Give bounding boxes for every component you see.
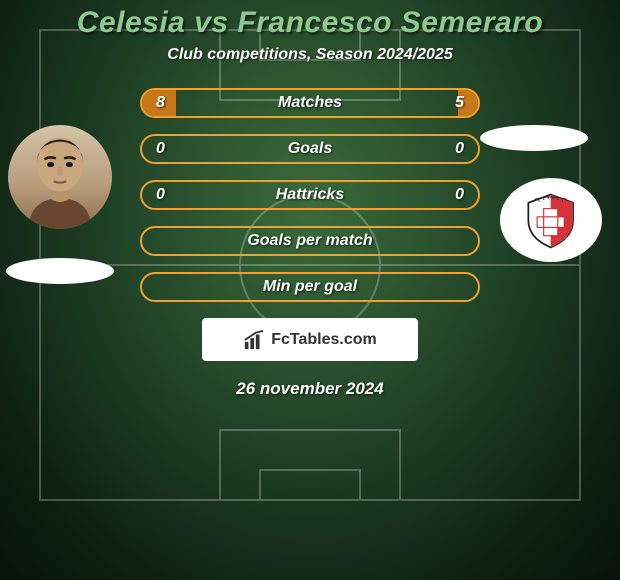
stat-value-left: 8 <box>156 94 165 112</box>
stat-label: Min per goal <box>263 278 357 296</box>
stat-row: Goals per match <box>140 226 480 256</box>
chart-icon <box>243 329 265 351</box>
player-silhouette-icon <box>8 125 112 229</box>
player-right-badge <box>500 178 602 262</box>
player-left-avatar <box>8 125 112 229</box>
stats-container: 8 5 Matches 0 0 Goals 0 0 Hattricks Goals per mat… <box>140 88 480 302</box>
subtitle: Club competitions, Season 2024/2025 <box>0 46 620 64</box>
stat-value-right: 0 <box>455 186 464 204</box>
stat-row: 0 0 Hattricks <box>140 180 480 210</box>
stat-row: 0 0 Goals <box>140 134 480 164</box>
fctables-logo[interactable]: FcTables.com <box>202 318 418 361</box>
stat-row: Min per goal <box>140 272 480 302</box>
date-text: 26 november 2024 <box>0 379 620 399</box>
stat-value-right: 0 <box>455 140 464 158</box>
stat-label: Hattricks <box>276 186 344 204</box>
logo-text: FcTables.com <box>271 331 377 349</box>
stat-label: Goals <box>288 140 332 158</box>
stat-value-left: 0 <box>156 140 165 158</box>
stat-row: 8 5 Matches <box>140 88 480 118</box>
flag-left <box>6 258 114 284</box>
flag-right <box>480 125 588 151</box>
stat-value-left: 0 <box>156 186 165 204</box>
stat-label: Matches <box>278 94 342 112</box>
stat-value-right: 5 <box>455 94 464 112</box>
stat-label: Goals per match <box>247 232 372 250</box>
page-title: Celesia vs Francesco Semeraro <box>0 6 620 40</box>
club-crest-icon <box>515 191 586 250</box>
